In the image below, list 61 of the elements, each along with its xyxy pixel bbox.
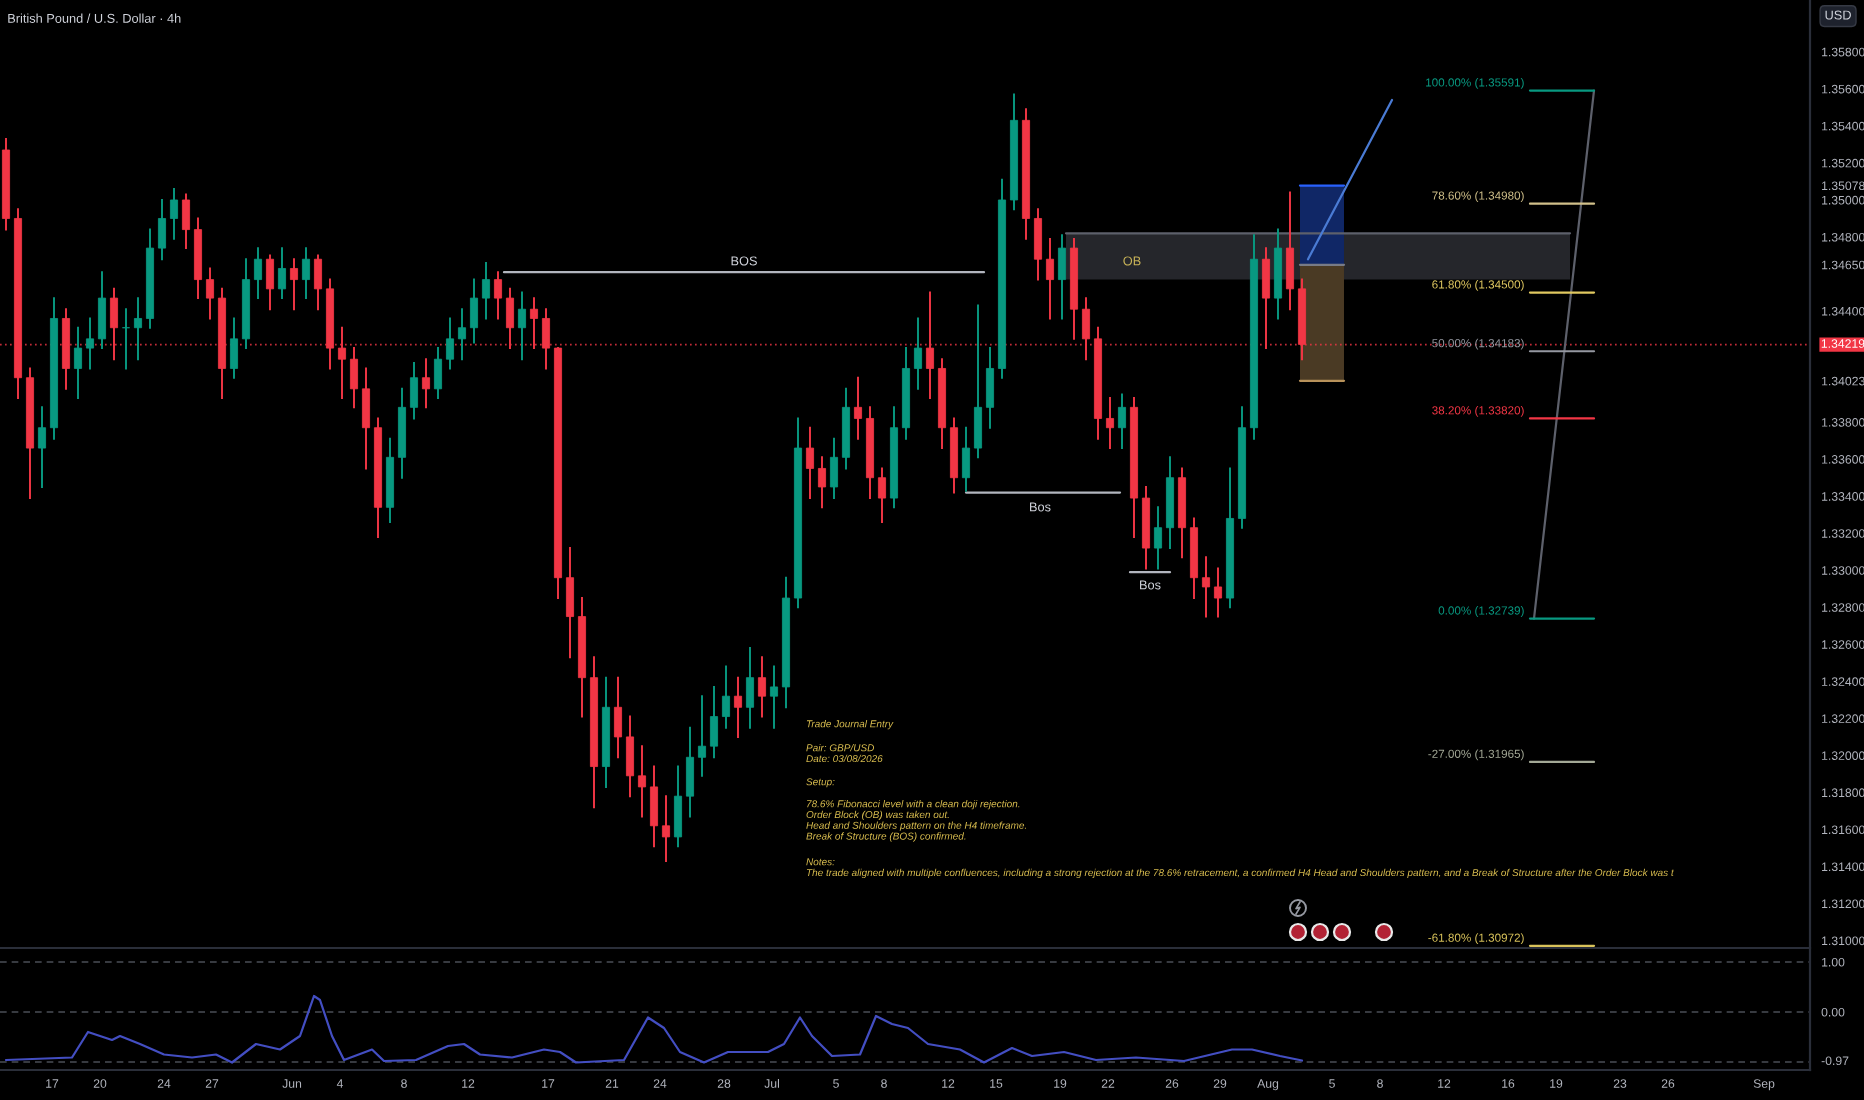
candlestick bbox=[97, 271, 107, 350]
candlestick bbox=[157, 199, 167, 261]
candlestick bbox=[673, 765, 683, 848]
candlestick bbox=[721, 665, 731, 729]
candlestick bbox=[757, 656, 767, 718]
candlestick bbox=[913, 317, 923, 390]
candlestick bbox=[685, 726, 695, 818]
candlestick bbox=[637, 745, 647, 818]
candlestick bbox=[169, 187, 179, 240]
candlestick bbox=[697, 695, 707, 777]
candlestick bbox=[253, 247, 263, 300]
candlestick bbox=[277, 247, 287, 300]
candlestick bbox=[613, 676, 623, 759]
candlestick bbox=[517, 291, 527, 361]
candlestick bbox=[289, 258, 299, 311]
candlestick bbox=[1201, 556, 1211, 618]
candlestick bbox=[625, 715, 635, 798]
candlestick bbox=[1057, 234, 1067, 320]
candlestick bbox=[313, 254, 323, 311]
candlestick bbox=[229, 317, 239, 379]
line-series bbox=[4, 994, 1304, 1064]
candlestick bbox=[1285, 191, 1295, 311]
candlestick bbox=[805, 426, 815, 500]
candlestick bbox=[1033, 208, 1043, 281]
candlestick bbox=[1045, 237, 1055, 320]
candlestick bbox=[349, 347, 359, 409]
candlestick bbox=[181, 193, 191, 250]
candlestick bbox=[73, 326, 83, 400]
candlestick bbox=[649, 765, 659, 848]
candlestick bbox=[877, 467, 887, 524]
candlestick bbox=[433, 347, 443, 400]
candlestick bbox=[973, 304, 983, 459]
candlestick bbox=[1105, 397, 1115, 450]
candlestick bbox=[493, 271, 503, 320]
candlestick bbox=[769, 665, 779, 729]
candlestick bbox=[469, 278, 479, 344]
candlestick bbox=[205, 267, 215, 320]
candlestick bbox=[361, 367, 371, 470]
candlestick bbox=[85, 317, 95, 370]
candlestick bbox=[829, 437, 839, 500]
candlestick bbox=[37, 406, 47, 488]
candlestick bbox=[457, 308, 467, 361]
candlestick bbox=[745, 647, 755, 729]
candlestick bbox=[709, 685, 719, 759]
candlestick bbox=[301, 247, 311, 300]
candlestick bbox=[1213, 567, 1223, 618]
candlestick bbox=[985, 347, 995, 429]
candlestick bbox=[445, 317, 455, 370]
candlestick bbox=[133, 297, 143, 361]
candlestick bbox=[265, 254, 275, 311]
candlestick bbox=[1153, 506, 1163, 570]
candlestick bbox=[661, 795, 671, 862]
candlestick bbox=[409, 361, 419, 420]
candlestick bbox=[1117, 393, 1127, 450]
candlestick bbox=[421, 358, 431, 409]
candlestick bbox=[481, 261, 491, 320]
candlestick bbox=[853, 376, 863, 440]
candlestick bbox=[733, 676, 743, 738]
candlestick bbox=[817, 456, 827, 509]
candlestick bbox=[565, 547, 575, 659]
candlestick bbox=[961, 426, 971, 492]
